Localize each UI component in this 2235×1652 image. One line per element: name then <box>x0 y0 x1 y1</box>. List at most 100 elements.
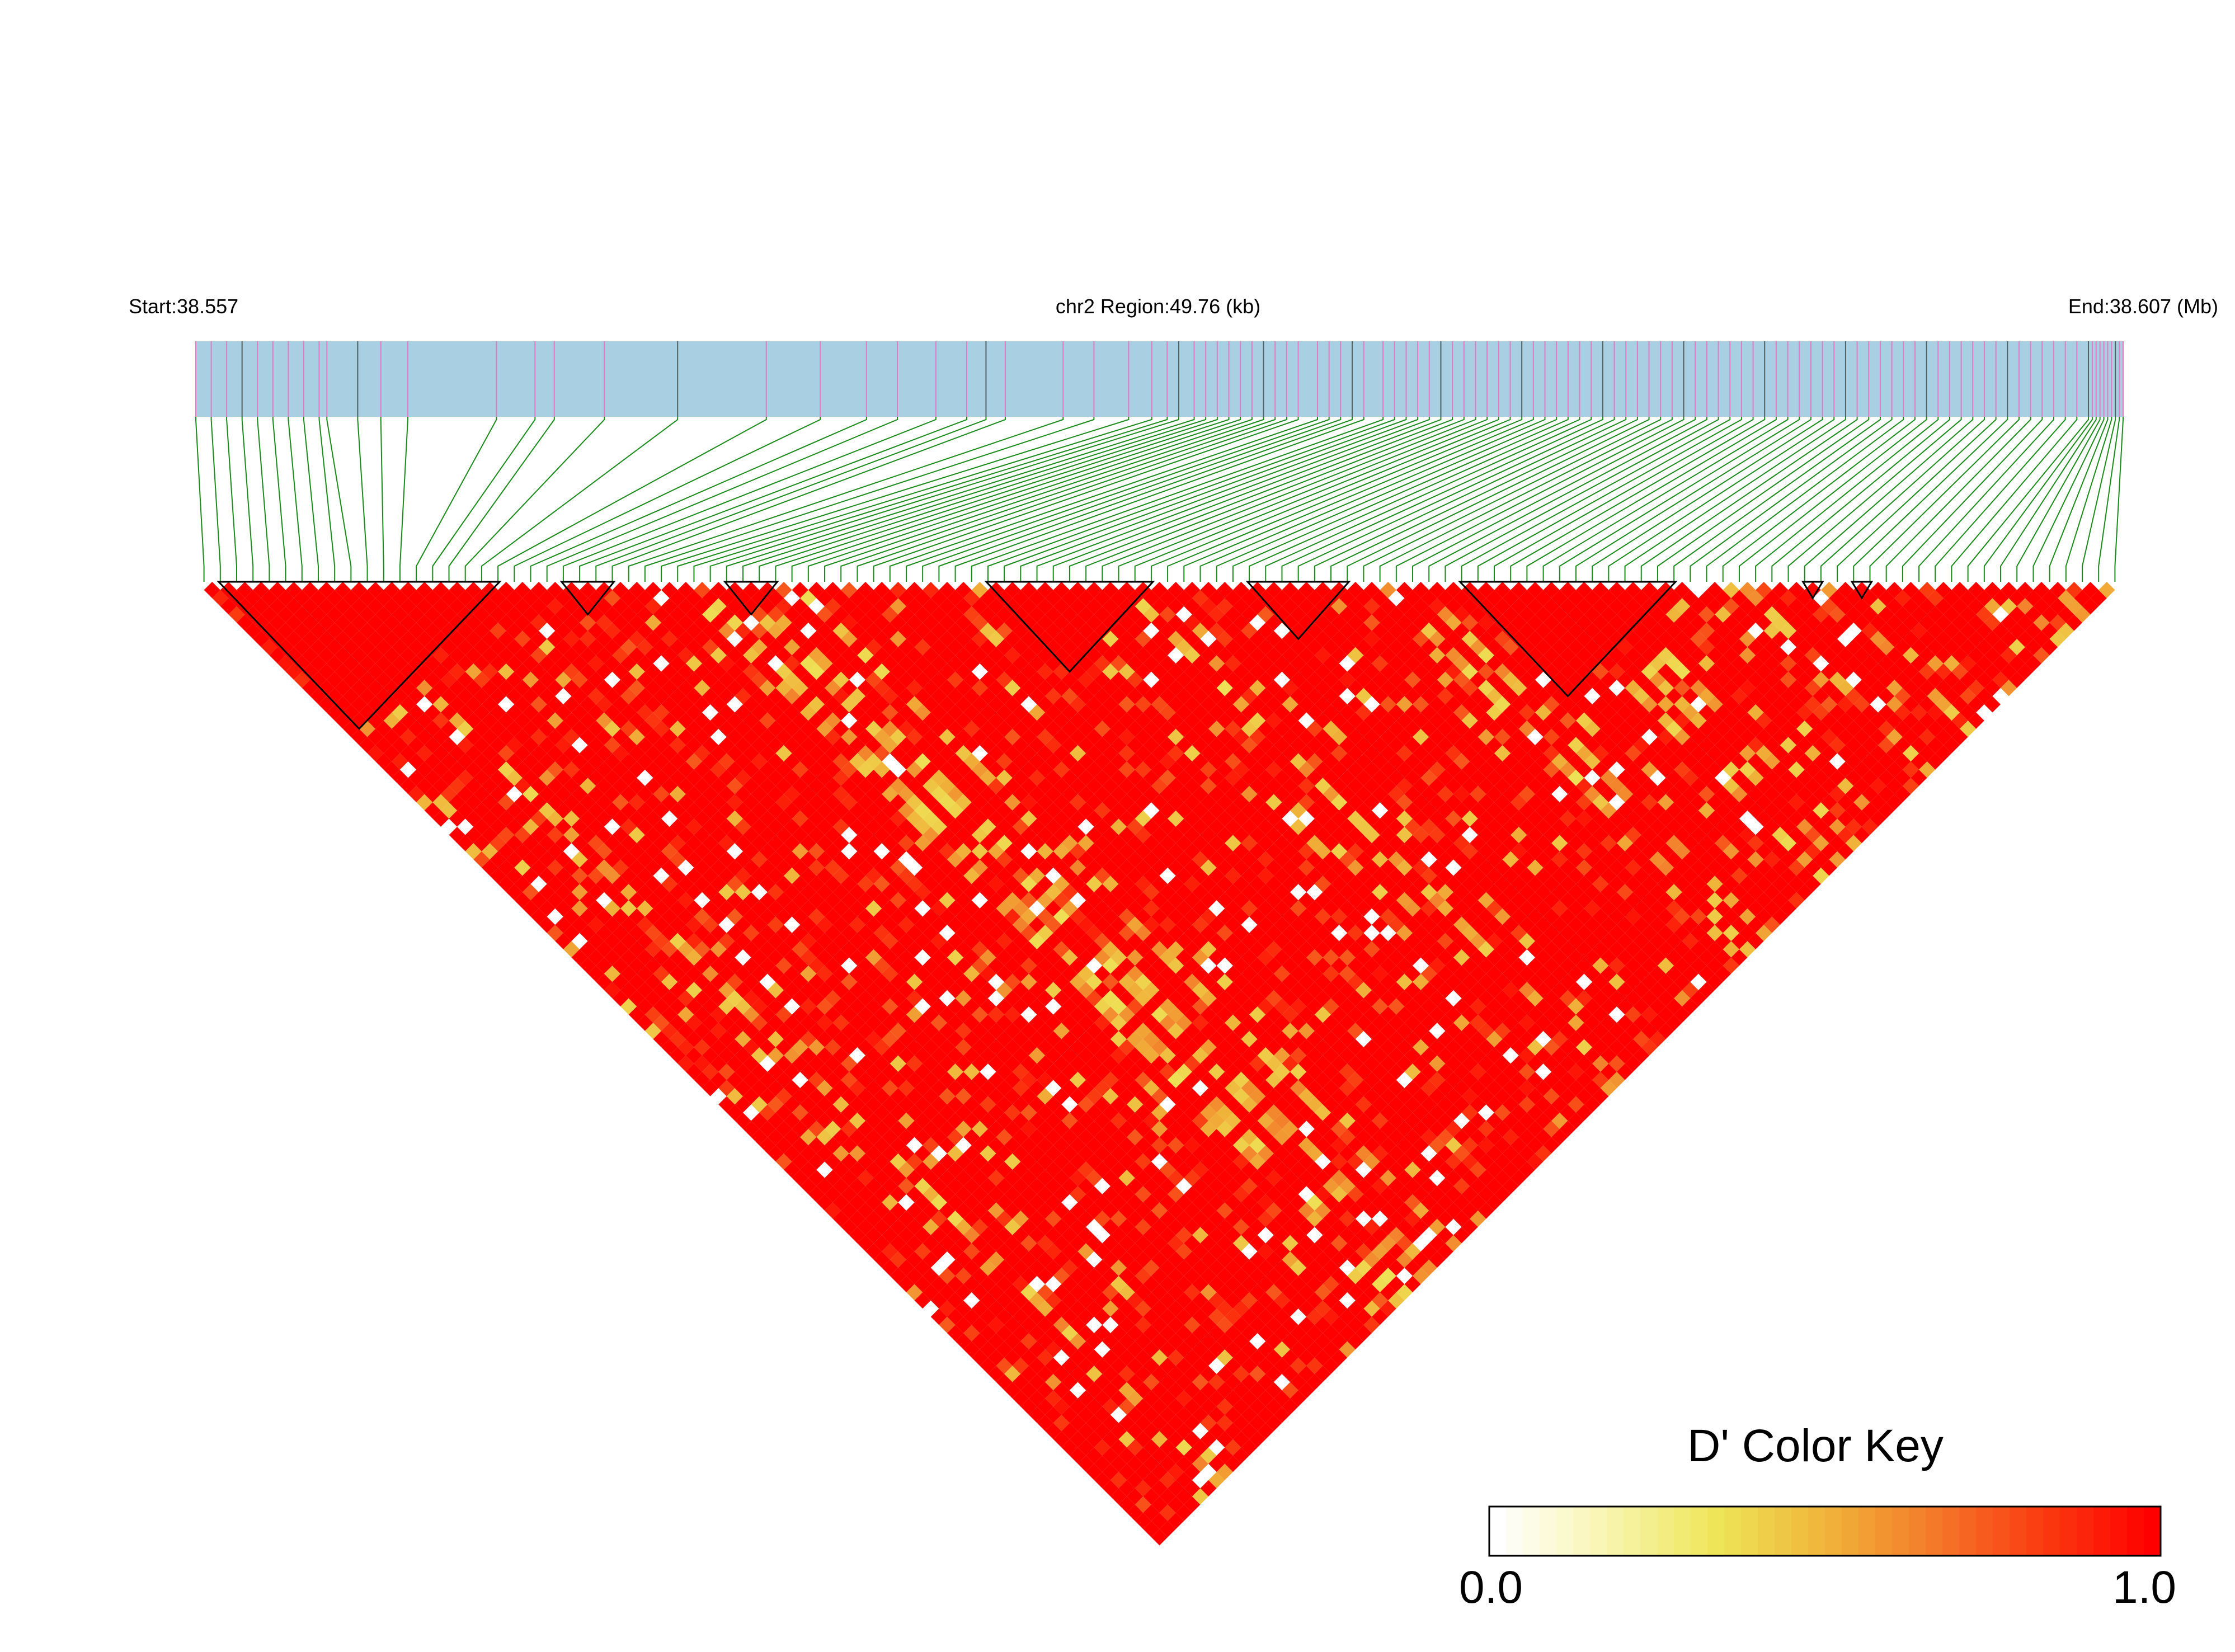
ld-cell <box>1175 1112 1192 1129</box>
ld-cell <box>539 639 556 656</box>
ld-cell <box>955 1218 972 1235</box>
ld-cell <box>1306 1227 1323 1244</box>
ld-cell <box>1045 1145 1062 1162</box>
snp-connector <box>693 417 1168 582</box>
ld-cell <box>1175 1047 1192 1064</box>
ld-cell <box>653 688 670 704</box>
snp-connector <box>530 417 867 582</box>
ld-cell <box>767 688 784 704</box>
ld-cell <box>939 663 956 680</box>
ld-cell <box>1339 1161 1356 1178</box>
ld-cell <box>530 794 547 811</box>
ld-cell <box>539 785 556 803</box>
ld-cell <box>767 982 784 999</box>
ld-cell <box>1216 1366 1233 1382</box>
ld-cell <box>677 712 694 729</box>
ld-cell <box>1045 1112 1062 1129</box>
ld-cell <box>1094 982 1111 999</box>
ld-cell <box>473 785 490 803</box>
ld-cell <box>375 606 392 623</box>
ld-cell <box>832 835 849 851</box>
ld-cell <box>1110 769 1127 786</box>
ld-cell <box>1004 712 1021 729</box>
ld-cell <box>1232 1055 1250 1072</box>
ld-cell <box>963 1178 980 1194</box>
ld-cell <box>1298 1137 1315 1154</box>
ld-cell <box>1102 1284 1119 1301</box>
ld-cell <box>1028 1341 1046 1358</box>
ld-cell <box>980 606 996 623</box>
ld-cell <box>449 614 465 631</box>
ld-cell <box>1004 1006 1021 1023</box>
ld-cell <box>498 826 515 844</box>
snp-connector <box>303 417 319 582</box>
ld-cell <box>1249 973 1266 990</box>
ld-cell <box>563 810 580 827</box>
ld-cell <box>432 598 449 615</box>
ld-cell <box>898 982 915 999</box>
ld-cell <box>784 1096 801 1113</box>
ld-cell <box>677 876 694 892</box>
ld-cell <box>1200 1121 1217 1137</box>
ld-cell <box>1135 1366 1151 1382</box>
ld-cell <box>1175 851 1192 868</box>
ld-cell <box>1273 1096 1291 1113</box>
ld-cell <box>1241 1325 1258 1342</box>
ld-cell <box>1135 1349 1151 1366</box>
ld-cell <box>1363 1121 1380 1137</box>
ld-cell <box>767 769 784 786</box>
ld-cell <box>767 721 784 737</box>
ld-cell <box>506 802 523 819</box>
ld-cell <box>1184 1284 1201 1301</box>
ld-cell <box>1110 1112 1127 1129</box>
ld-cell <box>1225 1080 1241 1096</box>
ld-cell <box>832 785 849 803</box>
ld-cell <box>1118 1268 1135 1284</box>
ld-cell <box>653 851 670 868</box>
ld-cell <box>1094 998 1111 1015</box>
ld-cell <box>1028 949 1046 966</box>
ld-cell <box>628 582 645 599</box>
ld-cell <box>236 614 253 631</box>
snp-connector <box>1118 417 1488 582</box>
ld-cell <box>857 1186 874 1203</box>
ld-cell <box>1045 949 1062 966</box>
ld-cell <box>1151 1496 1168 1513</box>
ld-cell <box>1143 1406 1160 1423</box>
ld-cell <box>1208 1472 1225 1489</box>
ld-cell <box>318 647 335 663</box>
ld-cell <box>1225 1145 1241 1162</box>
ld-cell <box>1143 949 1160 966</box>
ld-cell <box>1004 1300 1021 1317</box>
ld-cell <box>1028 1373 1046 1391</box>
ld-cell <box>1143 851 1160 868</box>
ld-cell <box>939 794 956 811</box>
ld-cell <box>743 778 760 794</box>
ld-cell <box>1339 1325 1356 1342</box>
ld-cell <box>1380 1300 1396 1317</box>
ld-cell <box>1282 1202 1298 1219</box>
ld-cell <box>1413 1121 1429 1137</box>
ld-cell <box>963 655 980 672</box>
ld-cell <box>939 1170 956 1187</box>
ld-cell <box>808 1121 825 1137</box>
ld-heatmap <box>204 582 2115 1546</box>
ld-cell <box>1175 1243 1192 1260</box>
ld-cell <box>473 590 490 606</box>
ld-cell <box>473 606 490 623</box>
ld-cell <box>653 982 670 999</box>
ld-cell <box>677 582 694 599</box>
ld-cell <box>792 582 808 599</box>
ld-cell <box>1200 810 1217 827</box>
ld-cell <box>1298 1186 1315 1203</box>
ld-cell <box>784 704 801 721</box>
ld-cell <box>1127 1488 1144 1505</box>
ld-cell <box>1208 867 1225 884</box>
snp-connector <box>448 417 555 582</box>
ld-cell <box>1265 1366 1282 1382</box>
ld-cell <box>1069 1071 1086 1089</box>
ld-cell <box>1339 1129 1356 1146</box>
ld-cell <box>939 941 956 958</box>
ld-cell <box>873 1039 890 1056</box>
ld-cell <box>465 630 482 647</box>
